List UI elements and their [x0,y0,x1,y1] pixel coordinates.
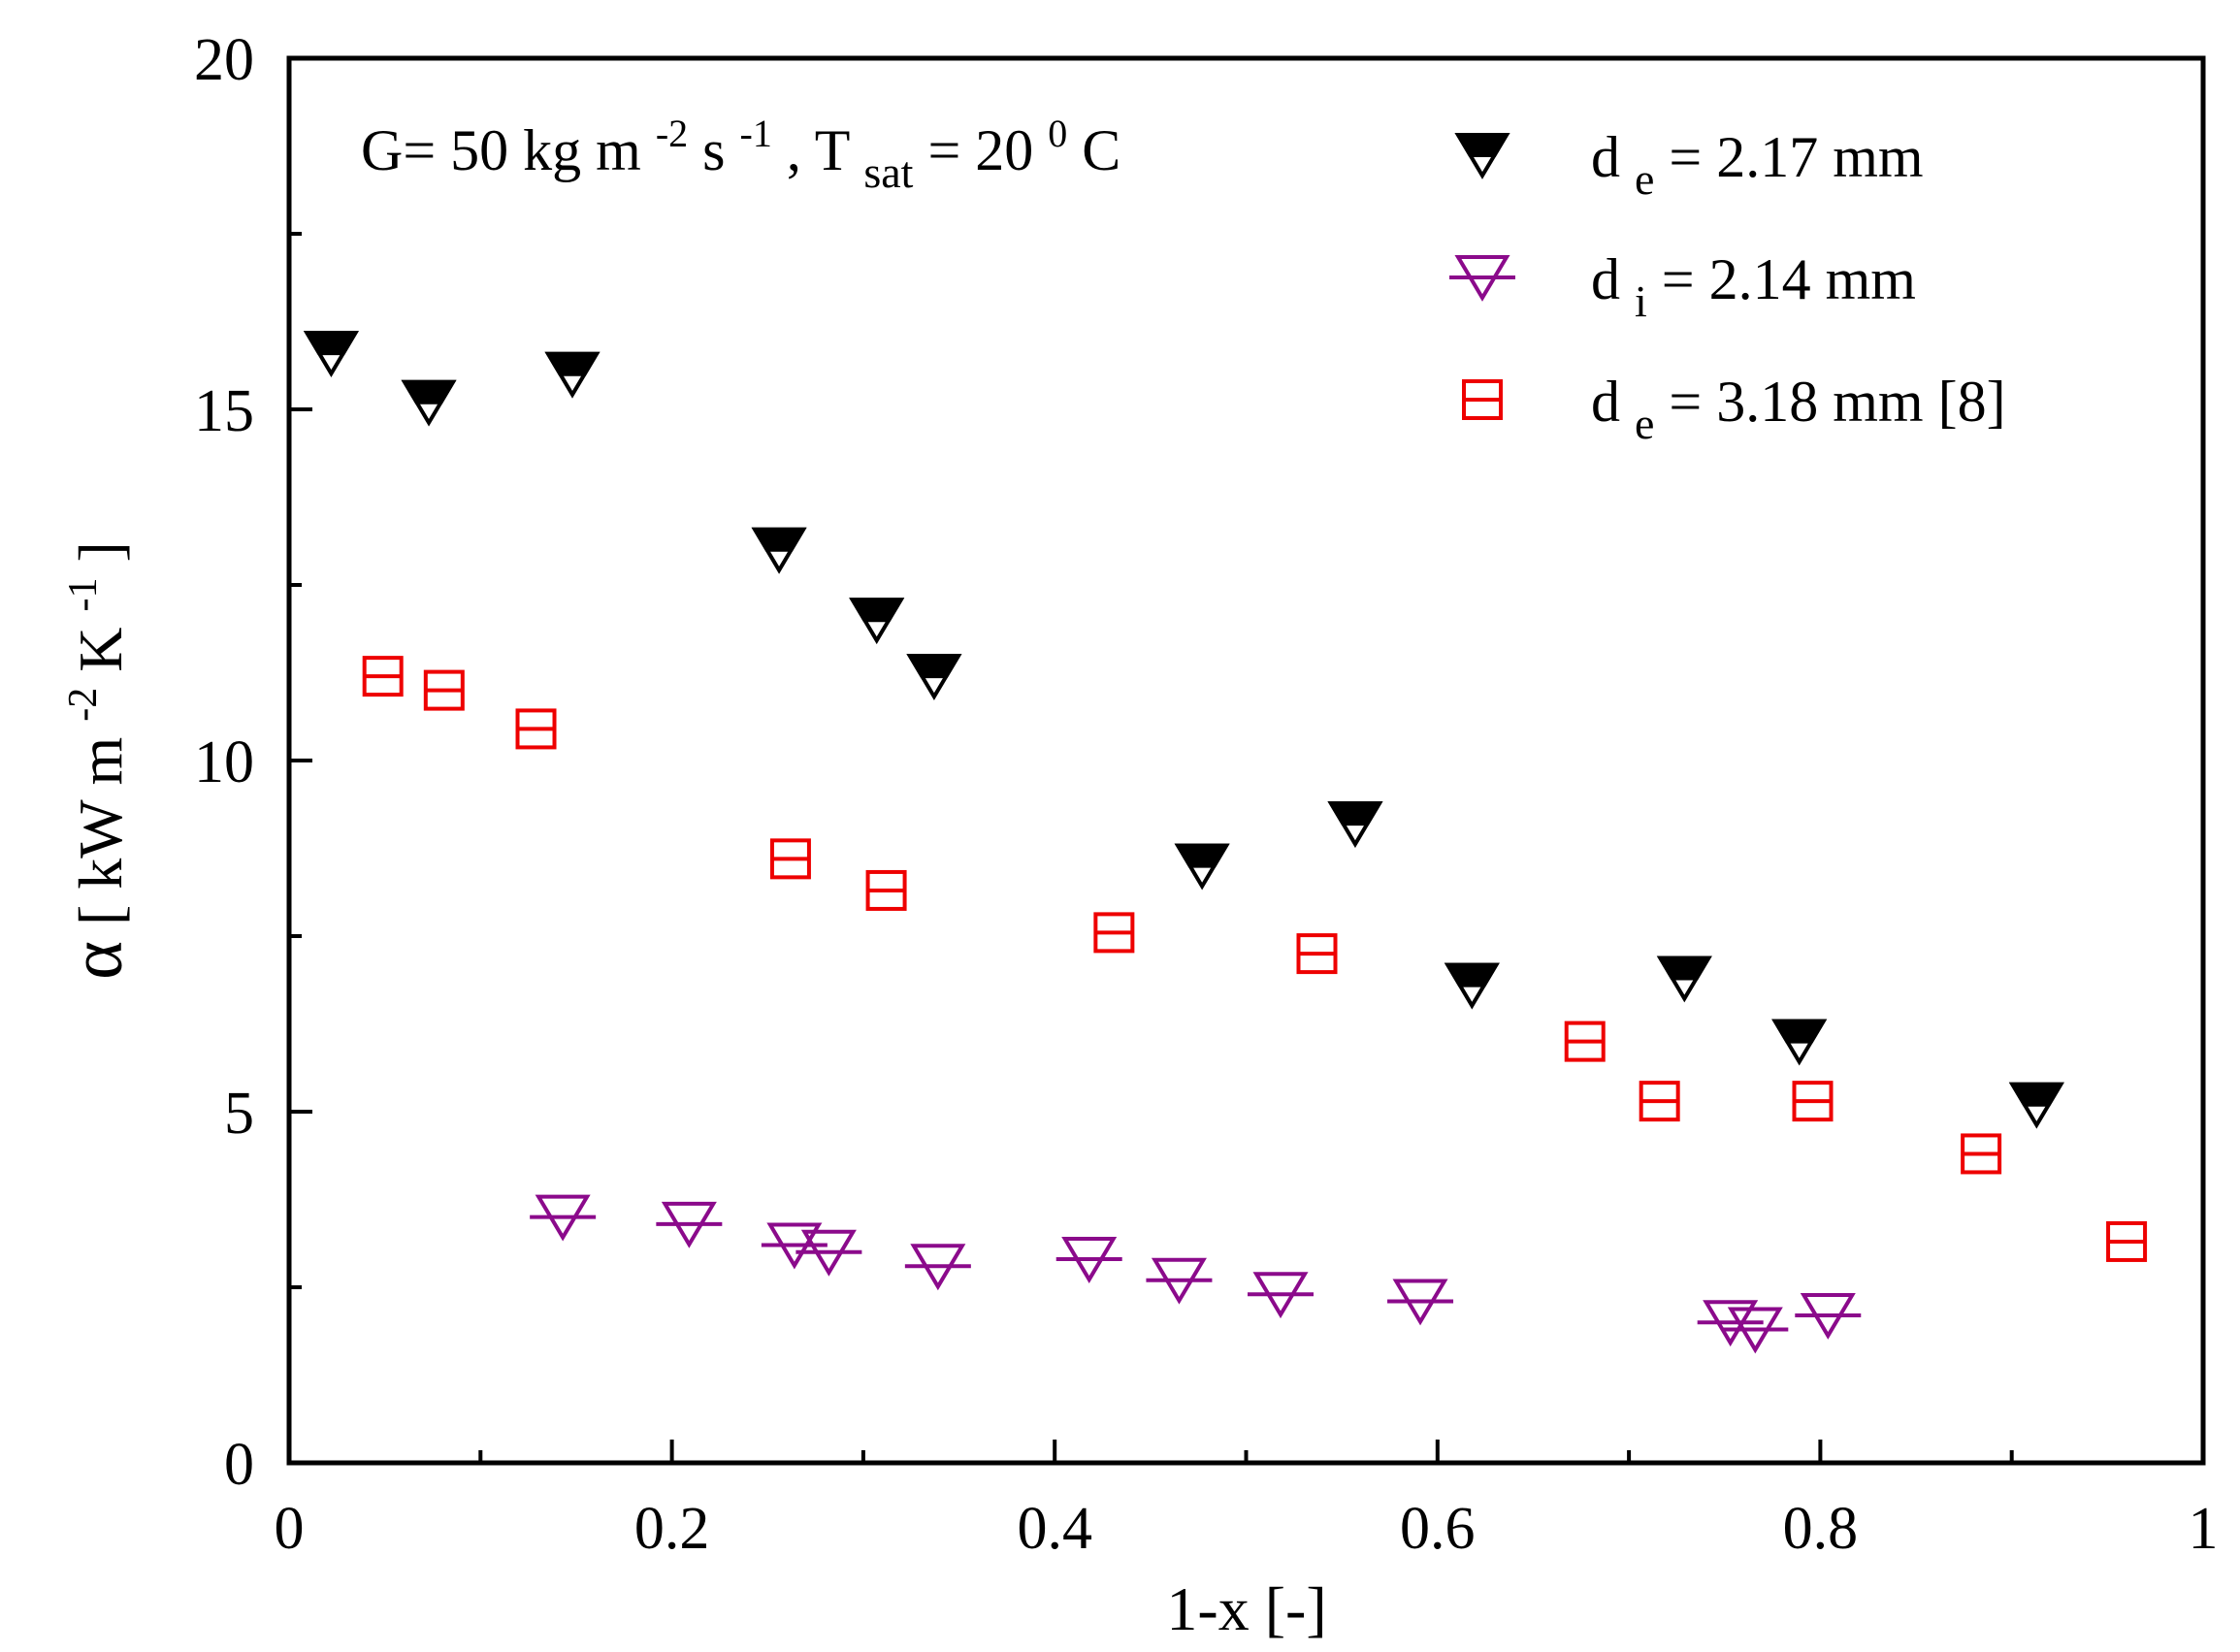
data-point-series-0 [544,351,601,399]
data-point-series-2 [1792,1081,1834,1122]
data-point-series-2 [1639,1081,1680,1122]
data-point-series-0 [1444,962,1500,1010]
legend-marker-de-217 [1454,133,1510,179]
y-axis-exp-b: -1 [61,577,106,611]
data-point-series-2 [2106,1220,2148,1262]
data-point-series-2 [362,656,404,697]
data-point-series-1 [1722,1307,1789,1354]
legend-label-di-214: d i = 2.14 mm [1591,247,1916,329]
data-point-series-0 [401,379,457,427]
y-tick-label: 20 [194,27,254,93]
data-point-series-1 [1697,1300,1764,1347]
data-point-series-1 [1146,1257,1213,1305]
y-axis-symbol: α [56,941,138,980]
data-point-series-1 [761,1222,828,1270]
legend-symbol [1462,379,1503,420]
legend-marker-di-214 [1449,255,1515,302]
data-point-series-2 [1961,1133,2002,1175]
legend-marker-de-318 [1462,379,1503,420]
data-point-series-2 [1093,912,1135,954]
legend-label-de-217: d e = 2.17 mm [1591,125,1924,207]
y-axis-title: α [ kW m -2 K -1 ] [41,541,138,980]
y-axis-close: ] [66,541,135,562]
data-point-series-1 [530,1194,597,1242]
data-point-series-0 [1771,1019,1828,1066]
x-tick-label: 0.2 [634,1496,710,1562]
x-tick-label: 0.6 [1400,1496,1476,1562]
y-tick-label: 10 [194,729,254,795]
plot-frame [286,55,2206,1466]
data-point-series-2 [515,708,557,750]
data-point-series-1 [1055,1237,1122,1283]
legend-symbol [1454,133,1510,179]
data-point-series-1 [1387,1279,1454,1326]
y-tick-label: 0 [224,1432,254,1498]
data-point-series-0 [1656,956,1712,1003]
legend-label-de-318: d e = 3.18 mm [8] [1591,370,2006,451]
legend: d e = 2.17 mm d i = 2.14 mm d e = 3.18 m… [1449,125,2006,451]
axis-ticks [287,56,2205,1465]
data-point-series-0 [1174,843,1230,891]
y-axis-exp-a: -2 [61,688,106,722]
data-point-series-2 [423,669,465,711]
x-tick-label: 0.4 [1017,1496,1092,1562]
data-point-series-1 [1795,1292,1862,1340]
y-tick-label: 5 [224,1081,254,1147]
legend-symbol [1449,255,1515,302]
data-point-series-1 [904,1244,971,1291]
data-point-series-0 [751,527,807,574]
data-point-series-2 [865,869,907,911]
data-point-series-0 [303,331,359,377]
data-point-series-0 [1327,801,1383,849]
data-point-series-1 [795,1229,862,1277]
data-points [303,331,2148,1354]
data-point-series-0 [2008,1082,2064,1129]
y-axis-unit-b: K [66,627,135,671]
y-axis-unit-a: [ kW m [66,737,135,925]
x-tick-label: 1 [2189,1496,2219,1562]
x-axis-title: 1-x [-] [1166,1574,1326,1643]
x-tick-label: 0.8 [1783,1496,1859,1562]
data-point-series-0 [849,598,905,645]
data-point-series-1 [656,1201,723,1248]
data-point-series-2 [1296,933,1338,975]
conditions-annotation: G= 50 kg m -2 s -1 , T sat = 20 0 C [361,95,1120,200]
data-point-series-0 [906,654,962,701]
data-point-series-1 [1248,1272,1315,1319]
data-point-series-2 [769,838,811,880]
data-point-series-2 [1564,1020,1606,1062]
x-tick-label: 0 [275,1496,305,1562]
y-tick-label: 15 [194,378,254,444]
